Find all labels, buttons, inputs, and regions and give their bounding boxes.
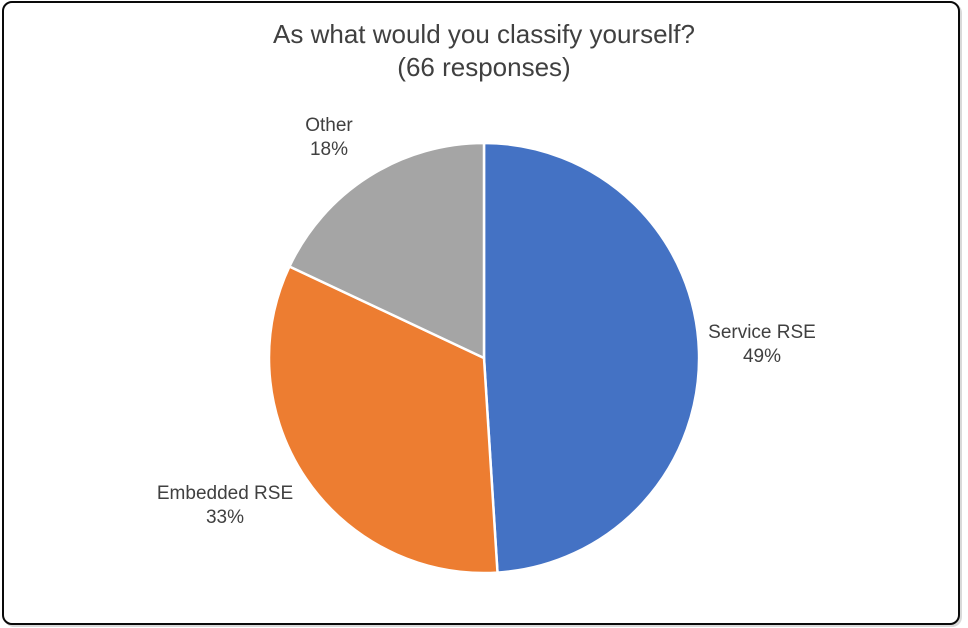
pie-slice-service-rse [482,141,701,574]
chart-subtitle: (66 responses) [397,52,571,82]
data-label-service-rse: Service RSE 49% [662,321,862,369]
pie-slice-other [288,141,486,360]
chart-title: As what would you classify yourself? [273,19,695,49]
data-label-embedded-rse: Embedded RSE 33% [125,482,325,530]
data-label-service-rse-value: 49% [742,346,782,367]
data-label-service-rse-name: Service RSE [708,322,816,343]
data-label-other-name: Other [305,115,353,136]
data-label-other: Other 18% [229,114,429,162]
chart-title-block: As what would you classify yourself? (66… [0,18,968,84]
data-label-embedded-rse-name: Embedded RSE [156,483,294,504]
data-label-embedded-rse-value: 33% [205,507,245,528]
pie-slice-embedded-rse [267,265,499,575]
pie-chart [267,141,701,575]
data-label-other-value: 18% [309,139,349,160]
